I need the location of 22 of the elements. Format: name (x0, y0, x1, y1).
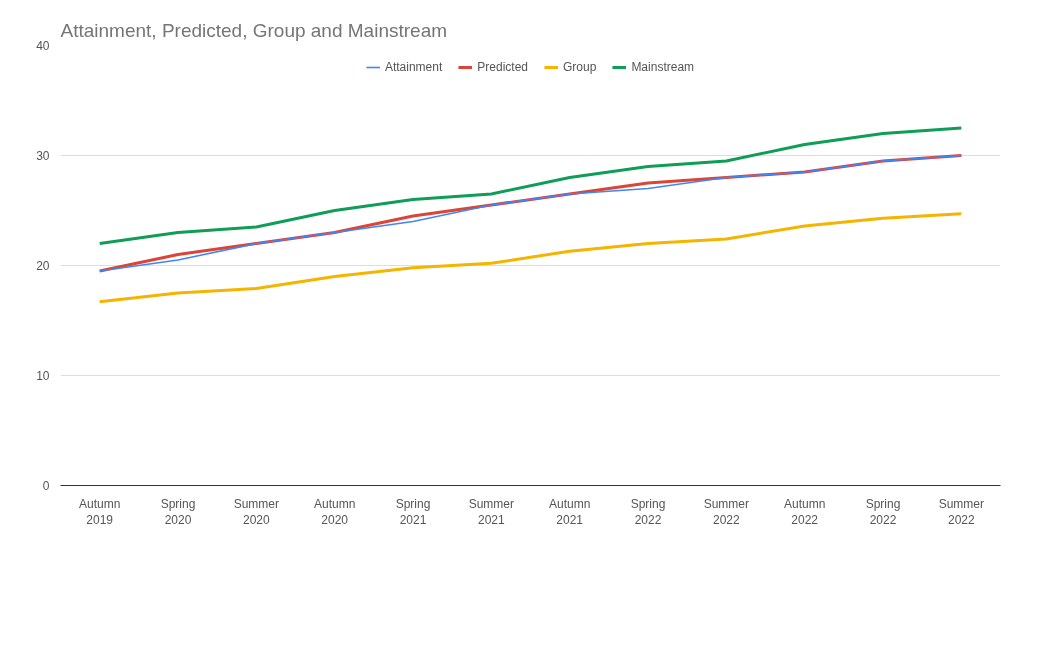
x-tick-label: Summer 2020 (233, 496, 280, 528)
y-tick-label: 10 (36, 369, 50, 383)
legend-label: Attainment (384, 60, 443, 74)
x-tick-label: Summer 2022 (703, 496, 750, 528)
x-tick-label: Spring 2020 (160, 496, 196, 528)
legend-label: Mainstream (631, 60, 695, 74)
x-tick-label: Spring 2021 (395, 496, 431, 528)
x-tick-label: Spring 2022 (630, 496, 666, 528)
x-tick-label: Summer 2021 (468, 496, 515, 528)
y-tick-label: 30 (36, 149, 50, 163)
x-tick-label: Autumn 2022 (783, 496, 826, 528)
y-tick-label: 0 (42, 479, 50, 493)
chart-title: Attainment, Predicted, Group and Mainstream (60, 19, 448, 41)
y-tick-label: 40 (36, 39, 50, 53)
y-tick-label: 20 (36, 259, 50, 273)
legend-label: Group (563, 60, 597, 74)
legend-label: Predicted (477, 60, 529, 74)
x-tick-label: Spring 2022 (865, 496, 901, 528)
x-tick-label: Autumn 2019 (78, 496, 121, 528)
x-tick-label: Summer 2022 (938, 496, 985, 528)
x-tick-label: Autumn 2020 (313, 496, 356, 528)
x-tick-label: Autumn 2021 (548, 496, 591, 528)
